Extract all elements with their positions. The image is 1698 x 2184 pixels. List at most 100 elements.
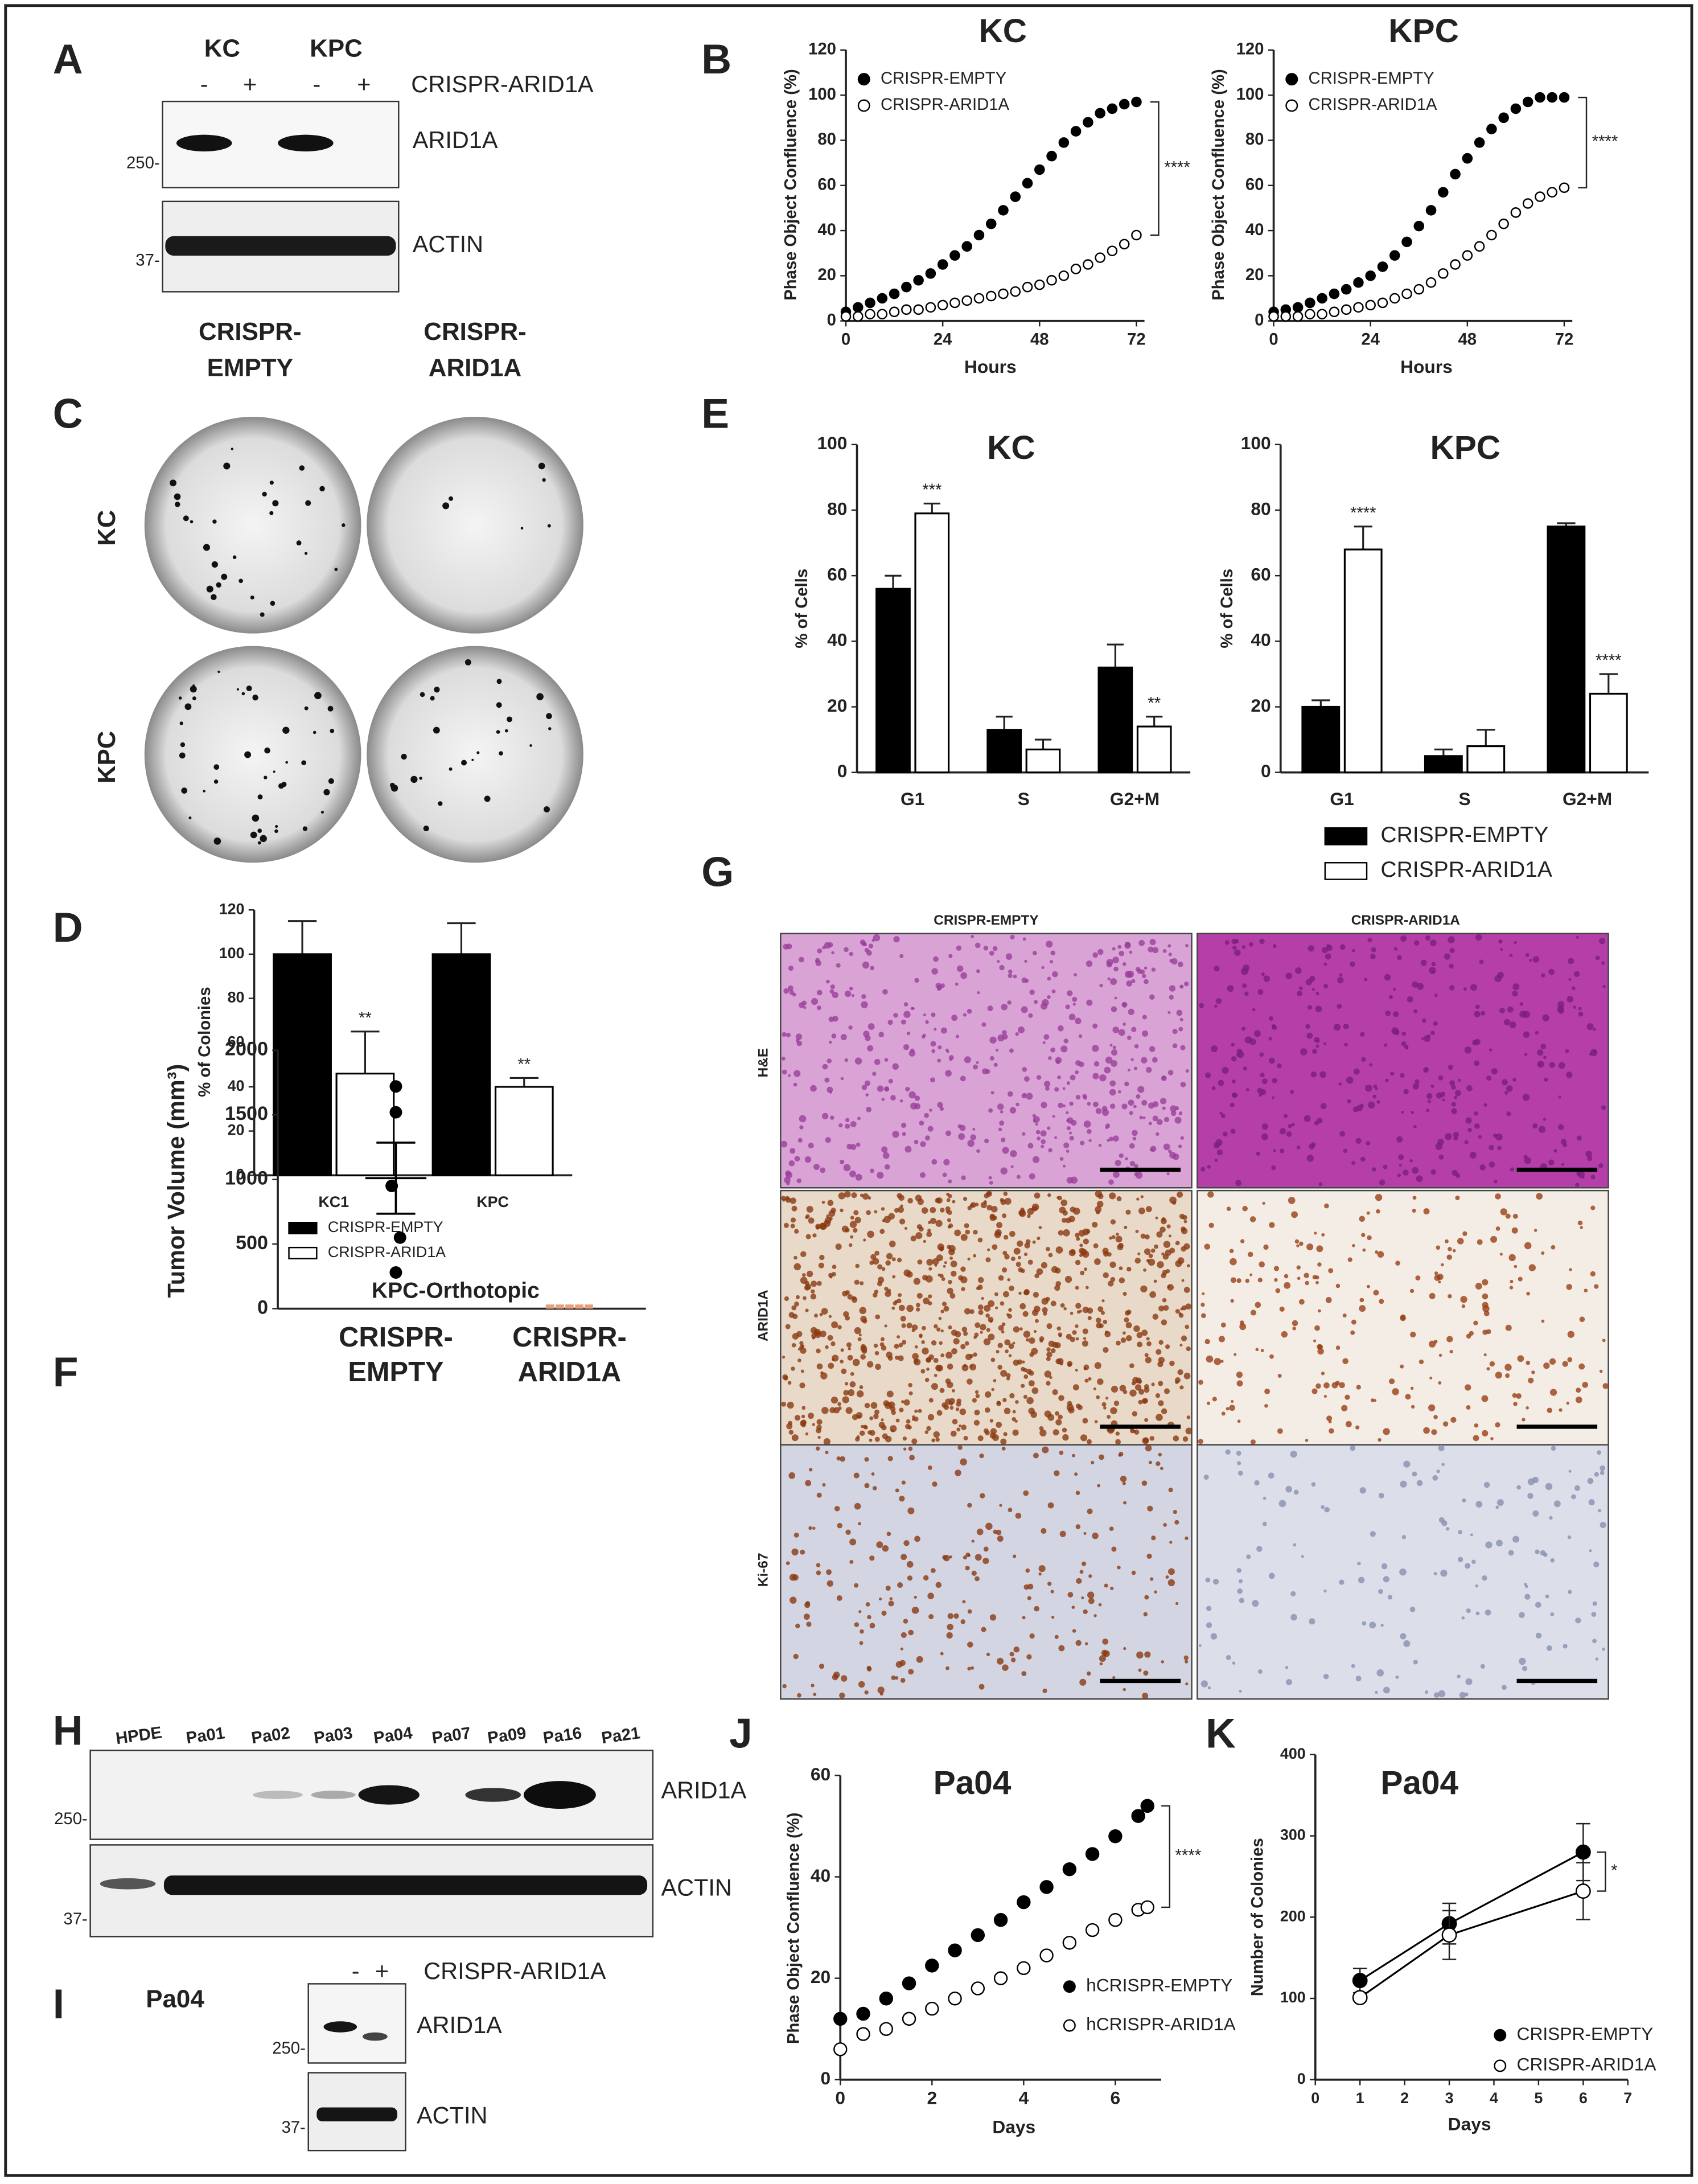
- cell: [842, 1396, 849, 1403]
- cell: [931, 1049, 936, 1053]
- cell: [1512, 983, 1520, 991]
- cell: [1012, 1341, 1015, 1345]
- cell: [914, 1095, 920, 1101]
- cell: [927, 1126, 934, 1132]
- cell: [1285, 972, 1293, 979]
- cell: [1277, 1428, 1283, 1434]
- cell: [1119, 1277, 1125, 1284]
- cell: [827, 1200, 834, 1206]
- cell: [1214, 966, 1220, 972]
- cell: [1152, 1057, 1158, 1063]
- cell: [1378, 1589, 1383, 1594]
- cell: [960, 1266, 966, 1272]
- cell: [1036, 1268, 1043, 1275]
- legend-marker: [1063, 1980, 1076, 1993]
- cell: [828, 1016, 834, 1023]
- cell: [805, 1234, 811, 1239]
- cell: [1001, 1322, 1006, 1327]
- cell: [1148, 1460, 1152, 1464]
- cell: [1222, 1131, 1228, 1137]
- cell: [1315, 1275, 1319, 1280]
- data-point: [1085, 1847, 1100, 1861]
- cell: [1388, 1378, 1395, 1385]
- cell: [960, 1234, 968, 1241]
- cell: [878, 1422, 885, 1428]
- cell: [961, 1287, 965, 1291]
- cell: [1465, 1563, 1471, 1569]
- cell: [892, 1063, 899, 1070]
- cell: [1559, 1408, 1563, 1412]
- lane-label: Pa21: [600, 1723, 641, 1747]
- cell: [1052, 1341, 1058, 1348]
- cell: [1020, 1207, 1025, 1212]
- y-tick-label: 60: [817, 175, 836, 194]
- cell: [1072, 1330, 1077, 1335]
- cell: [1397, 955, 1402, 960]
- cell: [1356, 1105, 1363, 1111]
- cell: [949, 1406, 954, 1410]
- cell: [1323, 1673, 1329, 1680]
- cell: [844, 1382, 849, 1386]
- cell: [1210, 1633, 1218, 1640]
- data-point: [1329, 306, 1340, 318]
- cell: [953, 1338, 960, 1345]
- cell: [1462, 1231, 1467, 1236]
- cell: [922, 1275, 928, 1280]
- cell: [858, 1522, 861, 1526]
- cell: [893, 1013, 898, 1018]
- cell: [1134, 1384, 1142, 1391]
- cell: [1052, 1115, 1055, 1118]
- cell: [864, 1425, 868, 1430]
- cell: [1236, 1371, 1243, 1378]
- error-bar: [923, 502, 940, 514]
- cell: [1500, 948, 1503, 951]
- colony: [285, 761, 288, 764]
- cell: [1239, 1579, 1243, 1583]
- cell: [836, 963, 841, 968]
- cell: [827, 1086, 833, 1093]
- cell: [931, 1383, 938, 1390]
- y-tick-label: 0: [837, 761, 848, 781]
- cell: [1259, 1261, 1265, 1268]
- cell: [1180, 1045, 1186, 1050]
- cell: [1387, 1595, 1393, 1600]
- cell: [946, 1192, 950, 1196]
- cell: [1433, 1692, 1440, 1698]
- colony: [183, 515, 189, 522]
- lane-label: +: [357, 71, 371, 97]
- cell: [1109, 1103, 1116, 1109]
- cell: [918, 1226, 924, 1232]
- cell: [946, 1632, 953, 1639]
- cell: [1025, 1338, 1030, 1342]
- cell: [1296, 1265, 1301, 1270]
- cell: [790, 1197, 796, 1204]
- cell: [1522, 1665, 1528, 1672]
- cell: [1055, 1411, 1059, 1416]
- cell: [1147, 1505, 1153, 1512]
- cell: [1383, 1164, 1388, 1169]
- histology-tile: [780, 1444, 1193, 1700]
- cell: [1060, 1303, 1065, 1308]
- data-point: [1140, 1799, 1154, 1813]
- cell: [1145, 1444, 1152, 1452]
- cell: [1601, 1105, 1606, 1110]
- cell: [822, 1064, 828, 1070]
- cell: [1308, 945, 1314, 952]
- cell: [899, 1496, 905, 1502]
- cell: [1519, 1011, 1527, 1018]
- y-tick-label: 20: [811, 1967, 831, 1987]
- cell: [1168, 953, 1172, 956]
- cell: [1088, 1377, 1092, 1381]
- data-point: [971, 1981, 985, 1996]
- cell: [1231, 1042, 1235, 1047]
- cell: [1473, 1435, 1479, 1442]
- cell: [1001, 1004, 1008, 1011]
- cell: [888, 1600, 894, 1607]
- cell: [1156, 1461, 1161, 1466]
- cell: [1566, 1401, 1569, 1405]
- cell: [1523, 1031, 1530, 1038]
- cell: [1441, 1463, 1445, 1467]
- cell: [1593, 1028, 1596, 1031]
- cell: [1000, 1370, 1008, 1377]
- cell: [840, 1077, 844, 1081]
